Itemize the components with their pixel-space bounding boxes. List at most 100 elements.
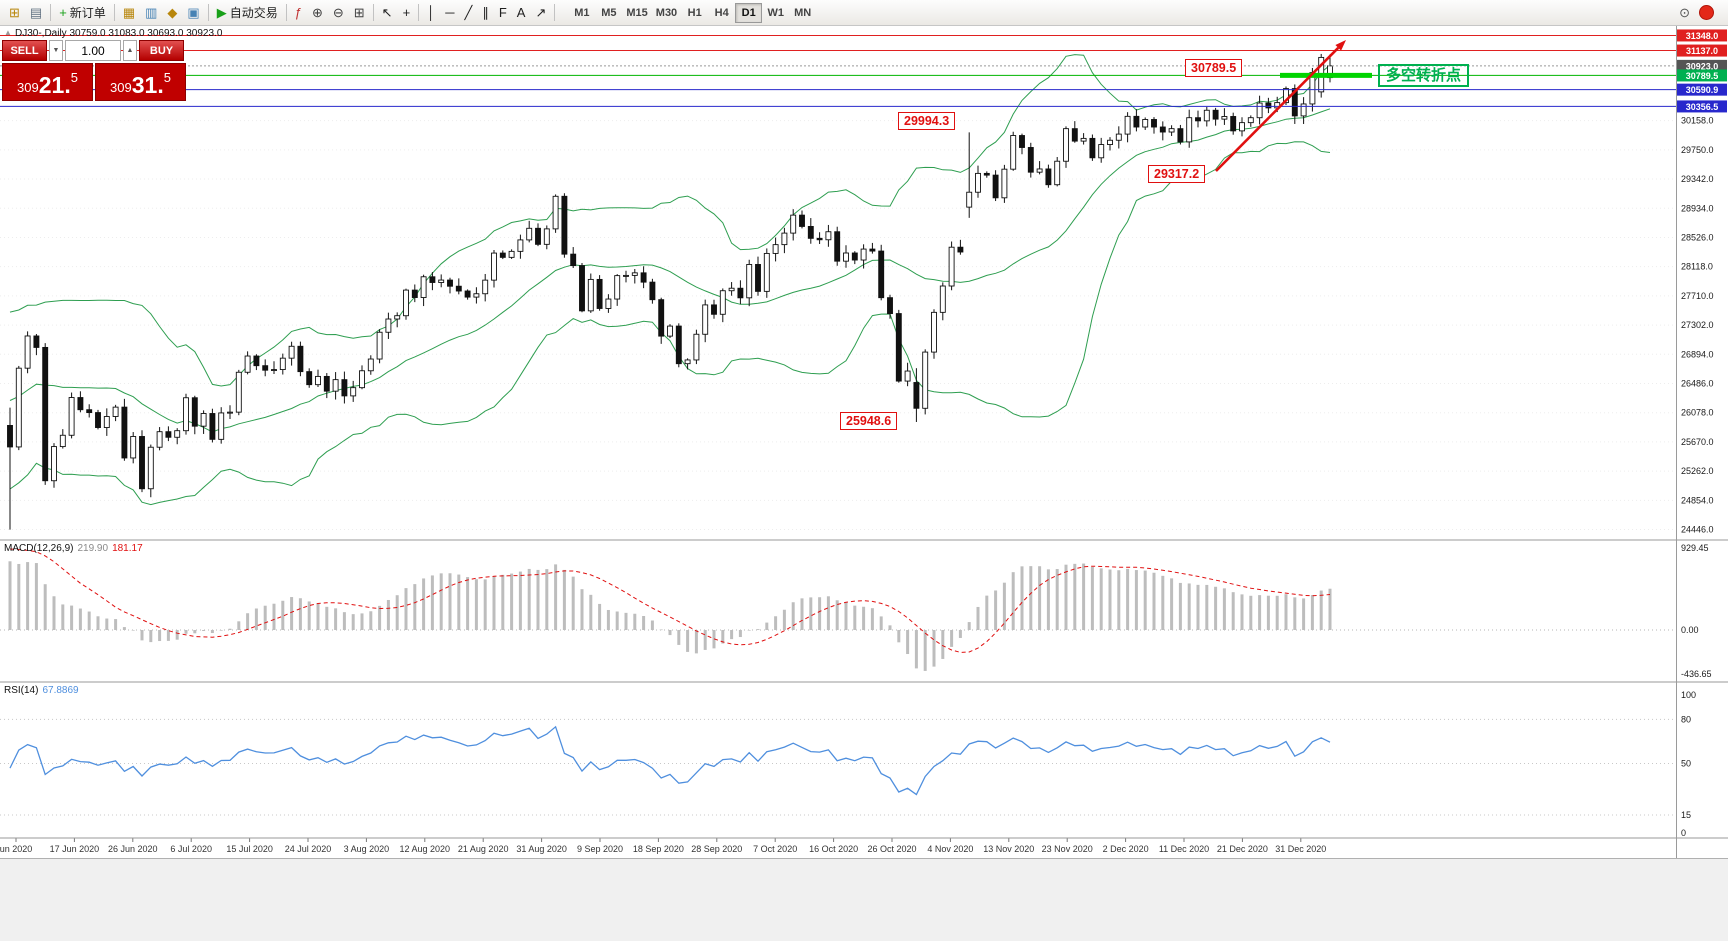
toolbar-separator: [418, 4, 420, 21]
zoom-in-icon[interactable]: ⊕: [307, 2, 328, 24]
timeframe-d1[interactable]: D1: [735, 2, 763, 23]
notification-badge[interactable]: [1699, 5, 1714, 20]
svg-text:25262.0: 25262.0: [1681, 466, 1714, 476]
svg-text:21 Aug 2020: 21 Aug 2020: [458, 844, 509, 854]
timeframe-h1[interactable]: H1: [681, 3, 708, 23]
timeframe-mn[interactable]: MN: [789, 3, 816, 23]
trend-arrow[interactable]: [1215, 40, 1346, 172]
svg-text:12 Aug 2020: 12 Aug 2020: [400, 844, 451, 854]
new-chart-icon[interactable]: ⊞: [4, 2, 25, 24]
svg-text:28526.0: 28526.0: [1681, 232, 1714, 242]
timeframe-m30[interactable]: M30: [652, 3, 681, 23]
svg-text:31348.0: 31348.0: [1686, 31, 1719, 41]
svg-text:929.45: 929.45: [1681, 543, 1709, 553]
zoom-out-icon[interactable]: ⊖: [328, 2, 349, 24]
macd-main-value: 219.90: [77, 543, 109, 554]
svg-text:100: 100: [1681, 690, 1696, 700]
sell-button[interactable]: SELL: [2, 40, 47, 61]
data-window-icon: ▥: [145, 5, 158, 20]
fibonacci-icon[interactable]: F: [494, 2, 512, 24]
timeframe-h4[interactable]: H4: [708, 3, 735, 23]
rsi-indicator-label: RSI(14) 67.8869: [4, 685, 79, 696]
svg-text:80: 80: [1681, 714, 1691, 724]
volume-decrease-button[interactable]: ▼: [49, 40, 63, 61]
svg-text:26078.0: 26078.0: [1681, 408, 1714, 418]
svg-text:15 Jul 2020: 15 Jul 2020: [226, 844, 273, 854]
svg-text:2 Dec 2020: 2 Dec 2020: [1103, 844, 1149, 854]
timeframe-m5[interactable]: M5: [595, 3, 622, 23]
vertical-line-icon[interactable]: │: [422, 2, 440, 24]
sell-price-display[interactable]: 309 21. 5: [2, 63, 93, 101]
svg-text:23 Nov 2020: 23 Nov 2020: [1042, 844, 1093, 854]
price-gridlines: 30158.0 29750.0 29342.0 28934.0 28526.0 28118…: [0, 116, 1714, 535]
search-icon[interactable]: ⊙: [1674, 2, 1695, 24]
autotrading-button[interactable]: ▶ 自动交易: [212, 2, 283, 24]
svg-text:30158.0: 30158.0: [1681, 116, 1714, 126]
crosshair-icon[interactable]: +: [398, 2, 416, 24]
buy-button[interactable]: BUY: [139, 40, 184, 61]
svg-text:26 Oct 2020: 26 Oct 2020: [867, 844, 916, 854]
svg-text:21 Dec 2020: 21 Dec 2020: [1217, 844, 1268, 854]
svg-text:24446.0: 24446.0: [1681, 525, 1714, 535]
svg-text:28934.0: 28934.0: [1681, 203, 1714, 213]
channel-icon[interactable]: ∥: [477, 2, 494, 24]
fibonacci-icon: F: [498, 5, 507, 20]
new-order-button-label: 新订单: [69, 6, 106, 20]
sell-price-prefix: 309: [17, 80, 39, 96]
svg-text:9 Sep 2020: 9 Sep 2020: [577, 844, 623, 854]
horizontal-line-icon[interactable]: ─: [440, 2, 459, 24]
turning-point-annotation[interactable]: 多空转折点: [1378, 64, 1470, 87]
trade-panel-collapse-toggle[interactable]: ▲: [4, 28, 12, 37]
vertical-line-icon: │: [427, 5, 436, 20]
terminal-icon: ▣: [187, 5, 200, 20]
chart-title: DJ30-,Daily 30759.0 31083.0 30693.0 3092…: [15, 28, 223, 39]
timeframe-group: M1 M5 M15 M30 H1 H4 D1 W1 MN: [568, 2, 816, 23]
svg-text:50: 50: [1681, 759, 1691, 769]
volume-increase-button[interactable]: ▲: [123, 40, 137, 61]
svg-text:27710.0: 27710.0: [1681, 291, 1714, 301]
arrows-icon[interactable]: ↗: [530, 2, 551, 24]
svg-text:-436.65: -436.65: [1681, 669, 1712, 679]
indicators-icon[interactable]: ƒ: [290, 2, 307, 24]
profiles-icon[interactable]: ▤: [25, 2, 47, 24]
text-icon: A: [516, 5, 526, 20]
price-annotation[interactable]: 29317.2: [1148, 165, 1206, 183]
panel-separators[interactable]: [0, 26, 1728, 858]
trade-controls-row: SELL ▼ ▲ BUY: [2, 40, 192, 61]
buy-price-sup: 5: [163, 70, 171, 85]
svg-text:un 2020: un 2020: [0, 844, 32, 854]
toolbar-separator: [113, 4, 115, 21]
tile-windows-icon[interactable]: ⊞: [349, 2, 370, 24]
date-axis: un 2020 17 Jun 2020 26 Jun 2020 6 Jul 2020 1…: [0, 838, 1326, 854]
svg-text:30923.0: 30923.0: [1686, 61, 1719, 71]
text-icon[interactable]: A: [512, 2, 531, 24]
svg-text:30789.5: 30789.5: [1686, 71, 1719, 81]
navigator-icon[interactable]: ◆: [162, 2, 182, 24]
market-watch-icon[interactable]: ▦: [118, 2, 140, 24]
timeframe-m15[interactable]: M15: [622, 3, 651, 23]
indicators-icon: ƒ: [294, 5, 302, 20]
svg-text:18 Sep 2020: 18 Sep 2020: [633, 844, 684, 854]
buy-price-display[interactable]: 309 31. 5: [95, 63, 186, 101]
data-window-icon[interactable]: ▥: [140, 2, 162, 24]
svg-text:24 Jul 2020: 24 Jul 2020: [285, 844, 332, 854]
tile-windows-icon: ⊞: [353, 5, 365, 20]
trendline-icon[interactable]: ╱: [460, 2, 478, 24]
timeframe-w1[interactable]: W1: [762, 3, 789, 23]
svg-text:31 Dec 2020: 31 Dec 2020: [1275, 844, 1326, 854]
cursor-icon[interactable]: ↖: [377, 2, 398, 24]
macd-indicator-label: MACD(12,26,9) 219.90 181.17: [4, 543, 143, 554]
svg-text:28118.0: 28118.0: [1681, 262, 1713, 272]
new-order-button[interactable]: + 新订单: [54, 2, 111, 24]
terminal-icon[interactable]: ▣: [182, 2, 204, 24]
new-order-icon: +: [59, 5, 67, 20]
price-annotation[interactable]: 30789.5: [1185, 59, 1243, 77]
status-area: [0, 858, 1728, 941]
volume-input[interactable]: [65, 40, 121, 61]
price-annotation[interactable]: 25948.6: [840, 412, 898, 430]
timeframe-m1[interactable]: M1: [568, 3, 595, 23]
price-annotation[interactable]: 29994.3: [898, 112, 956, 130]
svg-text:17 Jun 2020: 17 Jun 2020: [50, 844, 100, 854]
